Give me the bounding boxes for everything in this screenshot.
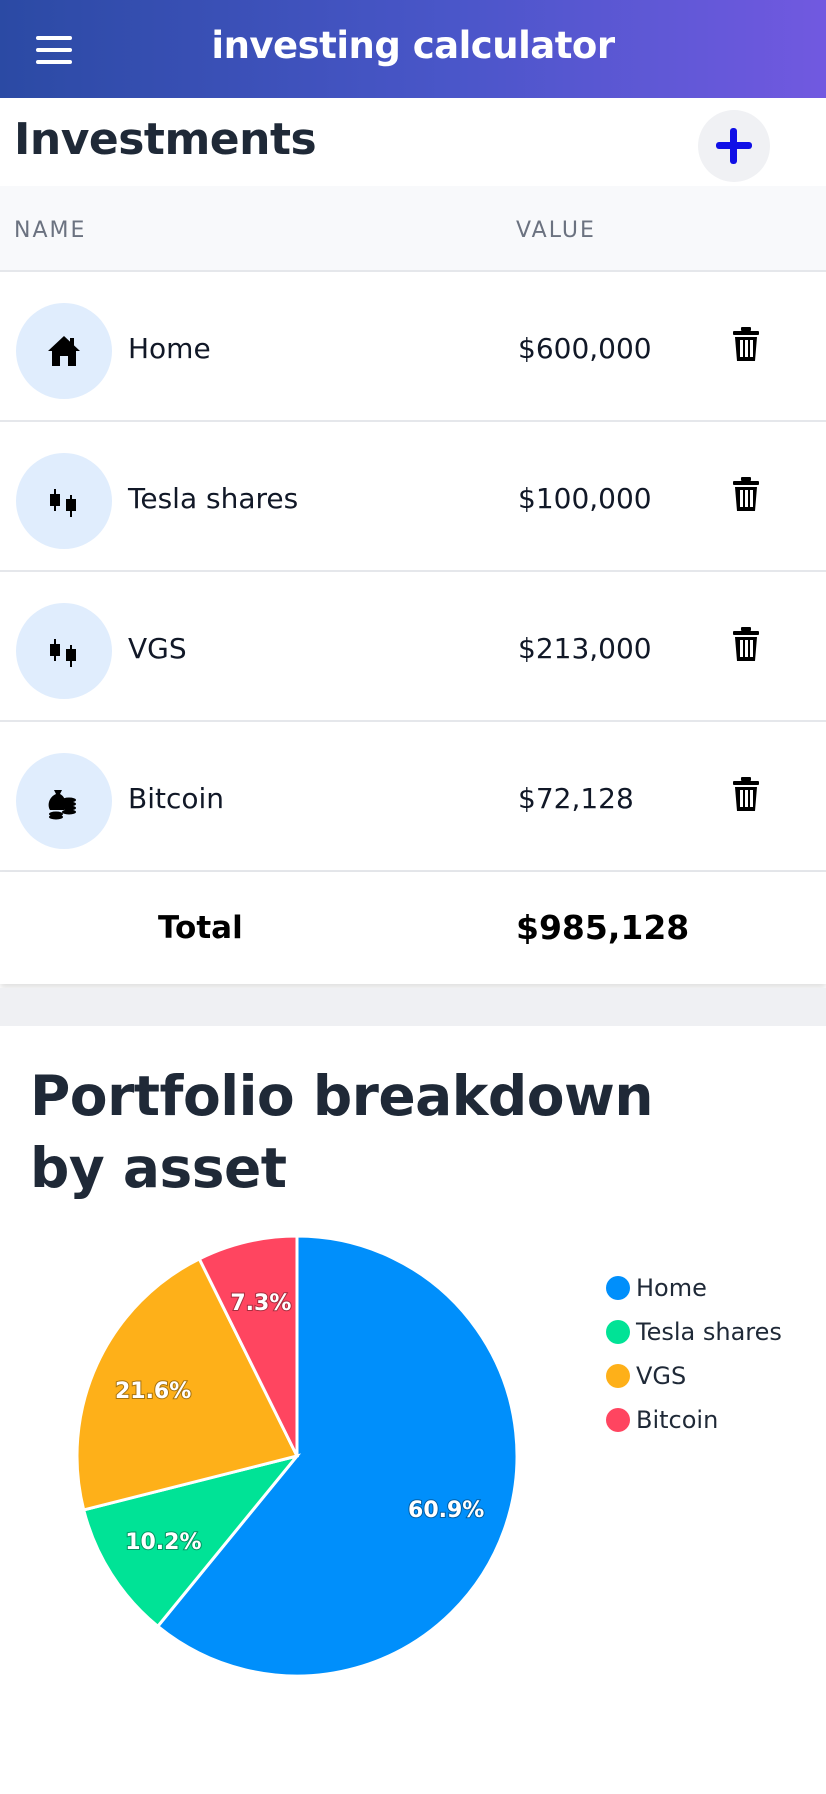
pie-data-label: 7.3% [230,1291,291,1316]
legend-label: VGS [636,1362,687,1390]
investment-name: Bitcoin [128,782,225,815]
investments-title: Investments [14,114,317,165]
trash-icon[interactable] [731,776,761,812]
home-icon [48,336,80,366]
pie-slice-home[interactable] [155,1234,519,1678]
column-header-name: NAME [14,218,87,243]
table-row: Bitcoin $72,128 [0,722,826,872]
app-header: investing calculator [0,0,826,98]
asset-avatar [16,453,112,549]
pie-slice-tesla-shares[interactable] [81,1453,302,1629]
total-value: $985,128 [516,908,690,947]
investment-name: VGS [128,632,187,665]
trash-icon[interactable] [731,326,761,362]
asset-avatar [16,603,112,699]
investment-name: Tesla shares [128,482,299,515]
investment-value: $600,000 [518,332,652,365]
section-divider [0,988,826,1026]
app-title: investing calculator [211,24,615,67]
investment-value: $72,128 [518,782,634,815]
trash-icon[interactable] [731,626,761,662]
pie-slice-vgs[interactable] [75,1256,300,1512]
add-investment-button[interactable] [698,110,770,182]
asset-avatar [16,303,112,399]
chart-title: Portfolio breakdown by asset [30,1064,653,1200]
legend-marker [606,1320,630,1344]
total-row: Total $985,128 [0,872,826,984]
investment-value: $100,000 [518,482,652,515]
investment-value: $213,000 [518,632,652,665]
pie-data-label: 60.9% [408,1498,484,1523]
pie-data-label: 21.6% [115,1379,191,1404]
column-header-value: VALUE [516,218,596,243]
legend-marker [606,1364,630,1388]
hamburger-menu-icon[interactable] [30,30,78,70]
legend-label: Home [636,1274,707,1302]
pie-data-label: 10.2% [125,1530,201,1555]
investment-name: Home [128,332,211,365]
legend-label: Tesla shares [636,1318,782,1346]
portfolio-pie-chart: 60.9% 10.2% 21.6% 7.3% [75,1234,519,1678]
table-row: Tesla shares $100,000 [0,422,826,572]
total-label: Total [158,910,243,946]
coins-money-bag-icon [48,790,76,820]
pie-slice-bitcoin[interactable] [197,1234,299,1457]
trash-icon[interactable] [731,476,761,512]
legend-marker [606,1408,630,1432]
candlestick-chart-icon [50,489,76,517]
table-row: VGS $213,000 [0,572,826,722]
legend-label: Bitcoin [636,1406,719,1434]
asset-avatar [16,753,112,849]
table-header: NAME VALUE [0,186,826,272]
candlestick-chart-icon [50,639,76,667]
table-row: Home $600,000 [0,272,826,422]
legend-marker [606,1276,630,1300]
